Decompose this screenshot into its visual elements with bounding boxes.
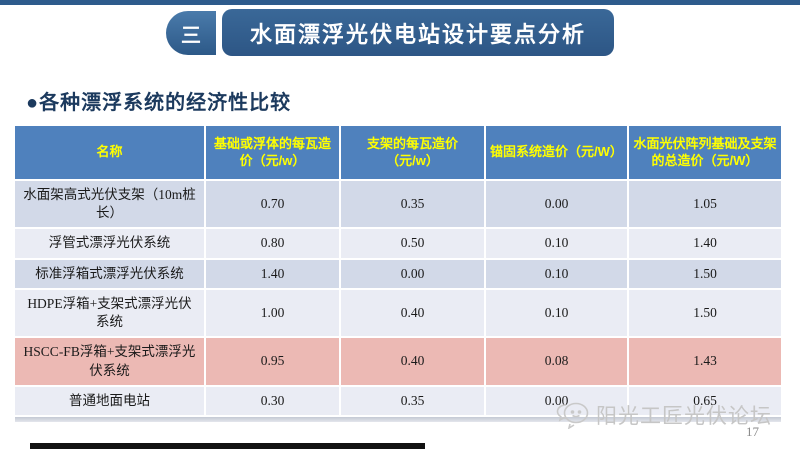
cell-bracket-cost: 0.40: [340, 337, 486, 387]
column-header-name: 名称: [15, 126, 206, 181]
cell-total-cost: 0.65: [628, 385, 781, 417]
page-number: 17: [746, 424, 759, 439]
cell-anchor-cost: 0.10: [485, 288, 629, 339]
chat-bubbles-icon: [556, 401, 590, 430]
table-header-row: 名称 基础或浮体的每瓦造价（元/w） 支架的每瓦造价（元/w） 锚固系统造价（元…: [15, 126, 781, 181]
cell-bracket-cost: 0.40: [340, 288, 486, 339]
watermark: 阳光工匠光伏论坛: [556, 400, 772, 430]
cell-total-cost: 1.43: [628, 337, 781, 387]
table-row: 浮管式漂浮光伏系统 0.80 0.50 0.10 1.40: [15, 228, 781, 260]
top-accent-strip: [0, 0, 800, 5]
cell-base-cost: 0.80: [205, 228, 341, 260]
cell-total-cost: 1.05: [628, 180, 781, 230]
watermark-text: 阳光工匠光伏论坛: [596, 405, 772, 428]
cell-base-cost: 0.95: [205, 337, 341, 387]
column-header-anchor-cost: 锚固系统造价（元/W）: [485, 126, 629, 181]
cell-base-cost: 1.00: [205, 288, 341, 339]
table-row-highlighted: HSCC-FB浮箱+支架式漂浮光伏系统 0.95 0.40 0.08 1.43: [15, 337, 781, 387]
cell-bracket-cost: 0.00: [340, 258, 486, 290]
cost-comparison-table: 名称 基础或浮体的每瓦造价（元/w） 支架的每瓦造价（元/w） 锚固系统造价（元…: [15, 126, 781, 417]
cell-name: 水面架高式光伏支架（10m桩长）: [15, 180, 206, 230]
cell-anchor-cost: 0.10: [485, 228, 629, 260]
cell-bracket-cost: 0.50: [340, 228, 486, 260]
cell-bracket-cost: 0.35: [340, 180, 486, 230]
table-row: 标准浮箱式漂浮光伏系统 1.40 0.00 0.10 1.50: [15, 258, 781, 290]
cell-total-cost: 1.50: [628, 288, 781, 339]
table-bottom-shadow: [15, 416, 781, 422]
cell-total-cost: 1.50: [628, 258, 781, 290]
title-banner: 水面漂浮光伏电站设计要点分析: [222, 9, 614, 56]
column-header-base-cost: 基础或浮体的每瓦造价（元/w）: [205, 126, 341, 181]
cell-name: HDPE浮箱+支架式漂浮光伏系统: [15, 288, 206, 339]
column-header-total-cost: 水面光伏阵列基础及支架的总造价（元/W）: [628, 126, 781, 181]
cell-base-cost: 1.40: [205, 258, 341, 290]
bottom-black-bar: [30, 443, 425, 449]
cell-name: 浮管式漂浮光伏系统: [15, 228, 206, 260]
cell-total-cost: 1.40: [628, 228, 781, 260]
table-row: 普通地面电站 0.30 0.35 0.00 0.65: [15, 385, 781, 417]
cell-name: 普通地面电站: [15, 385, 206, 417]
slide-title: 水面漂浮光伏电站设计要点分析: [249, 21, 586, 47]
cell-name: HSCC-FB浮箱+支架式漂浮光伏系统: [15, 337, 206, 387]
table-row: 水面架高式光伏支架（10m桩长） 0.70 0.35 0.00 1.05: [15, 180, 781, 230]
cell-anchor-cost: 0.00: [485, 180, 629, 230]
table-row: HDPE浮箱+支架式漂浮光伏系统 1.00 0.40 0.10 1.50: [15, 288, 781, 339]
cell-bracket-cost: 0.35: [340, 385, 486, 417]
cell-anchor-cost: 0.10: [485, 258, 629, 290]
section-heading: ●各种漂浮系统的经济性比较: [26, 92, 292, 114]
section-number-label: 三: [181, 24, 201, 47]
section-number-badge: 三: [166, 11, 216, 55]
cell-name: 标准浮箱式漂浮光伏系统: [15, 258, 206, 290]
cell-anchor-cost: 0.08: [485, 337, 629, 387]
cell-base-cost: 0.70: [205, 180, 341, 230]
cell-base-cost: 0.30: [205, 385, 341, 417]
cost-comparison-table-container: 名称 基础或浮体的每瓦造价（元/w） 支架的每瓦造价（元/w） 锚固系统造价（元…: [15, 126, 781, 422]
column-header-bracket-cost: 支架的每瓦造价（元/w）: [340, 126, 486, 181]
